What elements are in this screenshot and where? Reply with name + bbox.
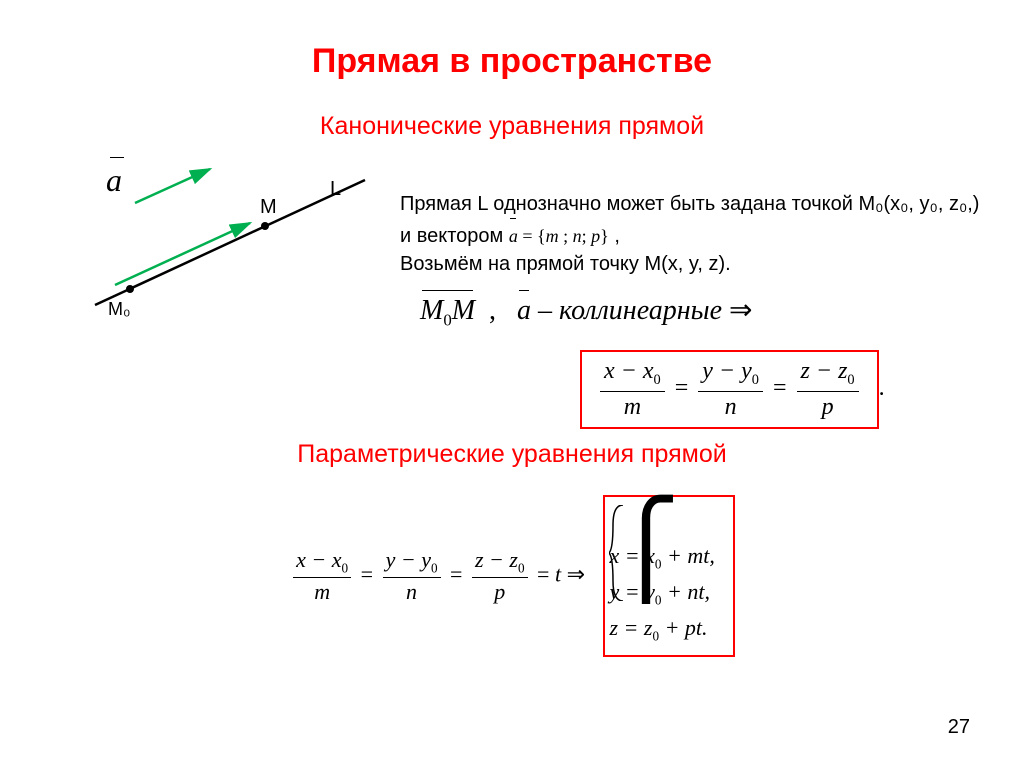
- subtitle-canonical: Канонические уравнения прямой: [0, 112, 1024, 141]
- canonical-equation: x − x0m = y − y0n = z − z0p: [580, 350, 879, 429]
- desc-m0-point: M₀(x₀, y₀, z₀,): [859, 193, 980, 215]
- vector-M0M: [115, 223, 250, 285]
- label-M: M: [260, 196, 277, 218]
- line-L: [95, 180, 365, 305]
- parametric-system-box: ⎧ x = x0 + mt, y = y0 + nt, z = z0 + pt.: [603, 495, 734, 657]
- page-number: 27: [948, 716, 970, 739]
- desc-vector-a: a: [509, 218, 518, 249]
- vector-a-inline: a: [517, 290, 531, 327]
- parametric-row: x − x0m = y − y0n = z − z0p = t ⇒ ⎧ x = …: [0, 495, 1024, 657]
- desc-comma: ,: [609, 225, 620, 247]
- collinear-statement: M0M , a – коллинеарные ⇒: [420, 290, 753, 331]
- desc-vector-def: = {m ; n; p}: [518, 226, 609, 246]
- point-M0: [126, 285, 134, 293]
- collinear-word: – коллинеарные: [538, 295, 729, 326]
- parametric-left: x − x0m = y − y0n = z − z0p = t ⇒: [289, 547, 585, 605]
- segment-M0M: M0M: [420, 290, 475, 331]
- implies-symbol: ⇒: [729, 295, 752, 326]
- desc-and-vector: и вектором: [400, 225, 509, 247]
- subtitle-parametric: Параметрические уравнения прямой: [0, 440, 1024, 469]
- page-title: Прямая в пространстве: [0, 42, 1024, 81]
- desc-line2: Возьмём на прямой точку M(x, y, z).: [400, 253, 731, 275]
- desc-line1-pre: Прямая L однозначно может быть задана то…: [400, 193, 859, 215]
- curly-brace-icon: [609, 505, 627, 601]
- canonical-equation-box: x − x0m = y − y0n = z − z0p .: [580, 350, 885, 429]
- description-text: Прямая L однозначно может быть задана то…: [400, 190, 980, 278]
- label-L: L: [330, 178, 341, 200]
- vector-a: [135, 169, 210, 203]
- label-M0: M₀: [108, 299, 130, 319]
- point-M: [261, 222, 269, 230]
- label-vector-a: a: [106, 162, 122, 199]
